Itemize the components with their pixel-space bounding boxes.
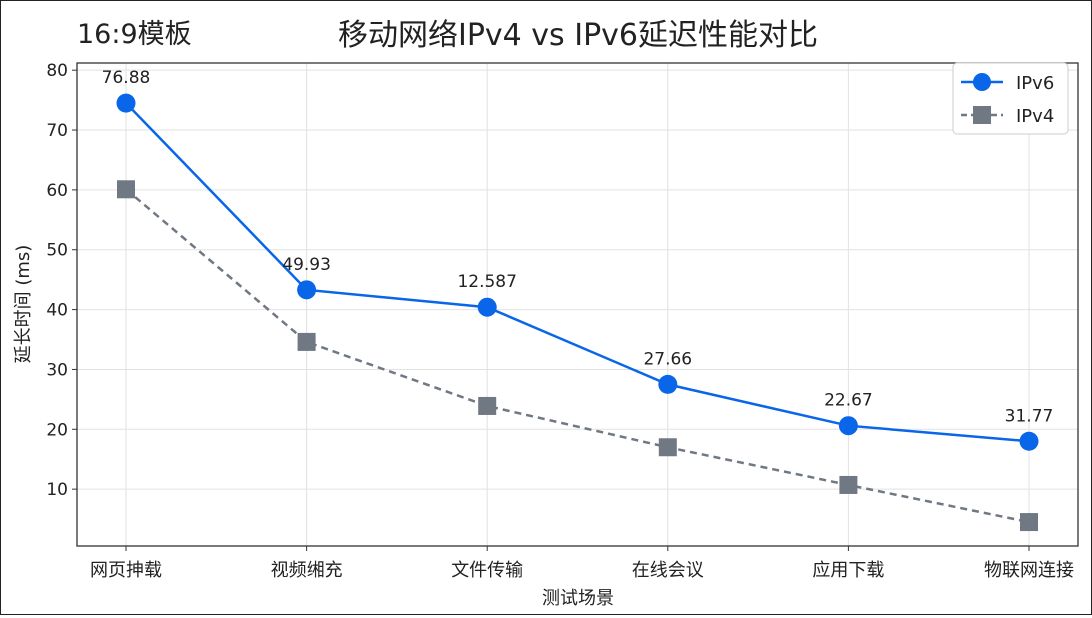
ipv6-point (297, 280, 317, 300)
ipv6-data-label: 76.88 (102, 68, 151, 88)
ipv4-point (297, 332, 316, 351)
y-tick-label: 60 (46, 181, 68, 201)
x-tick-label: 文件传输 (451, 560, 523, 581)
ipv6-point (116, 93, 136, 113)
x-tick-label: 物联网连接 (984, 560, 1074, 581)
ipv4-point (1020, 513, 1038, 532)
y-tick-label: 30 (46, 360, 68, 380)
ipv4-point (117, 180, 135, 199)
legend-ipv6-label: IPv6 (1016, 73, 1054, 94)
ipv6-data-label: 27.66 (643, 349, 692, 369)
chart-title: 移动网络IPv4 vs IPv6延迟性能对比 (338, 18, 818, 53)
x-tick-label: 应用下载 (812, 560, 884, 581)
series-group: 76.88 49.93 12.587 27.66 22.67 31.77 (102, 68, 1054, 532)
x-tick-label: 视频缃充 (271, 560, 343, 581)
ipv6-point (658, 374, 678, 394)
template-label: 16:9模板 (77, 19, 192, 50)
legend: IPv6 IPv4 (952, 62, 1069, 135)
ipv6-data-label: 12.587 (457, 272, 516, 292)
y-tick-label: 80 (46, 61, 68, 81)
ipv6-data-label: 31.77 (1005, 406, 1054, 426)
plot-area (76, 62, 1079, 547)
y-tick-label: 50 (46, 241, 68, 261)
legend-ipv4-marker (973, 106, 991, 124)
ipv4-point (839, 475, 858, 494)
legend-ipv4-label: IPv4 (1016, 106, 1054, 127)
y-tick-label: 70 (46, 121, 68, 141)
ipv4-line (125, 188, 1030, 524)
ipv4-point (658, 438, 677, 457)
x-tick-label: 网页抻载 (90, 560, 162, 581)
ipv6-point (838, 416, 858, 436)
ipv6-point (477, 297, 497, 317)
y-axis-label: 延长时间 (ms) (13, 245, 34, 364)
grid (77, 63, 1078, 546)
y-tick-label: 20 (46, 420, 68, 440)
y-tick-label: 10 (46, 480, 68, 500)
x-axis-label: 测试场景 (542, 588, 614, 609)
ipv6-data-label: 22.67 (824, 391, 873, 411)
ipv4-point (478, 396, 497, 415)
legend-ipv6-marker (973, 73, 991, 91)
ipv6-data-label: 49.93 (282, 255, 331, 275)
y-tick-label: 40 (46, 301, 68, 321)
x-tick-label: 在线会议 (632, 560, 704, 581)
ipv6-point (1019, 431, 1039, 451)
ipv6-line (125, 102, 1030, 443)
axes: 10 20 30 40 50 60 70 80 网页抻载 视频缃充 文件传输 在线会议 应用下载 物联网连… (46, 61, 1074, 581)
